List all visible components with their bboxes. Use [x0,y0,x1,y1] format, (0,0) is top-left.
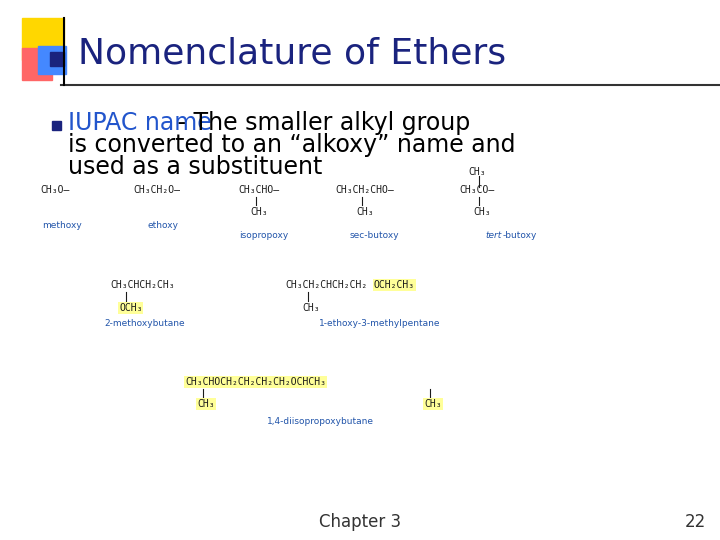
Bar [50,52,64,66]
Text: - The smaller alkyl group: - The smaller alkyl group [170,111,470,135]
Text: 1,4-diisopropoxybutane: 1,4-diisopropoxybutane [266,417,374,427]
Text: IUPAC name: IUPAC name [68,111,212,135]
Text: used as a substituent: used as a substituent [68,155,323,179]
Text: CH₃CHO—: CH₃CHO— [238,185,279,195]
Text: OCH₂CH₃: OCH₂CH₃ [374,280,415,290]
Text: CH₃: CH₃ [302,303,320,313]
Text: 22: 22 [685,513,706,531]
Text: CH₃: CH₃ [356,207,374,217]
Text: is converted to an “alkoxy” name and: is converted to an “alkoxy” name and [68,133,516,157]
Text: -butoxy: -butoxy [503,232,537,240]
Text: CH₃CHOCH₂CH₂CH₂CH₂OCHCH₃: CH₃CHOCH₂CH₂CH₂CH₂OCHCH₃ [185,377,326,387]
Text: CH₃: CH₃ [468,167,485,177]
Text: CH₃CHCH₂CH₃: CH₃CHCH₂CH₃ [110,280,175,290]
Text: CH₃O—: CH₃O— [40,185,69,195]
Text: CH₃CH₂O—: CH₃CH₂O— [133,185,180,195]
Text: CH₃CH₂CHO—: CH₃CH₂CHO— [335,185,394,195]
Text: OCH₃: OCH₃ [119,303,143,313]
Text: CH₃: CH₃ [250,207,268,217]
Bar [52,121,61,130]
Text: Chapter 3: Chapter 3 [319,513,401,531]
Text: CH₃: CH₃ [424,399,441,409]
Text: isopropoxy: isopropoxy [239,232,289,240]
Text: ethoxy: ethoxy [148,221,179,231]
Text: CH₃: CH₃ [473,207,490,217]
Bar [38,46,66,74]
Text: methoxy: methoxy [42,221,82,231]
Text: 2-methoxybutane: 2-methoxybutane [104,320,185,328]
Bar [22,18,64,60]
Text: 1-ethoxy-3-methylpentane: 1-ethoxy-3-methylpentane [319,320,441,328]
Text: CH₃: CH₃ [197,399,215,409]
Bar [22,48,52,80]
Text: CH₃CH₂CHCH₂CH₂: CH₃CH₂CHCH₂CH₂ [285,280,367,290]
Text: sec-butoxy: sec-butoxy [349,232,399,240]
Text: Nomenclature of Ethers: Nomenclature of Ethers [78,36,506,70]
Text: tert: tert [485,232,501,240]
Text: CH₃CO—: CH₃CO— [459,185,494,195]
